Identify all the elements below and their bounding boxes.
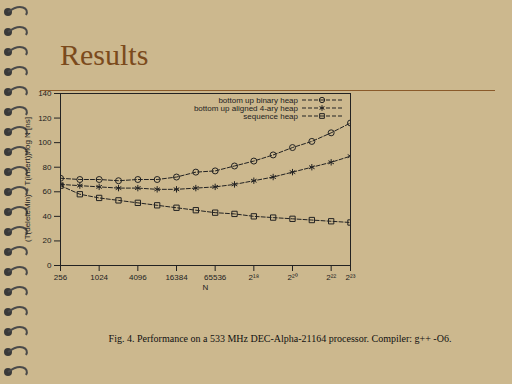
svg-text:16384: 16384 — [165, 273, 188, 282]
svg-text:40: 40 — [43, 212, 52, 221]
svg-text:20: 20 — [43, 236, 52, 245]
svg-text:bottom up aligned 4-ary heap: bottom up aligned 4-ary heap — [193, 103, 298, 113]
svg-text:sequence heap: sequence heap — [243, 112, 298, 121]
svg-text:2²³: 2²³ — [346, 273, 356, 282]
svg-text:0: 0 — [47, 261, 52, 270]
svg-text:140: 140 — [38, 89, 52, 98]
svg-text:120: 120 — [38, 114, 52, 123]
svg-text:(T(deleteMin) + T(insert))/log: (T(deleteMin) + T(insert))/log N [ns] — [23, 117, 32, 242]
svg-text:1024: 1024 — [90, 273, 108, 282]
svg-text:4096: 4096 — [129, 273, 147, 282]
svg-text:256: 256 — [54, 273, 68, 282]
svg-text:bottom up binary heap: bottom up binary heap — [218, 95, 298, 105]
svg-text:2²⁰: 2²⁰ — [287, 273, 297, 282]
svg-text:60: 60 — [43, 187, 52, 196]
svg-text:65536: 65536 — [204, 273, 227, 282]
svg-text:2²²: 2²² — [326, 273, 336, 282]
html-text:Fig. 4. Performance on a 533 M: Fig. 4. Performance on a 533 MHz DEC-Alp… — [108, 333, 452, 344]
svg-text:2¹⁸: 2¹⁸ — [249, 273, 259, 282]
svg-text:80: 80 — [43, 163, 52, 172]
svg-text:100: 100 — [38, 138, 52, 147]
html-text:Results: Results — [60, 38, 149, 71]
svg-text:N: N — [203, 283, 209, 292]
